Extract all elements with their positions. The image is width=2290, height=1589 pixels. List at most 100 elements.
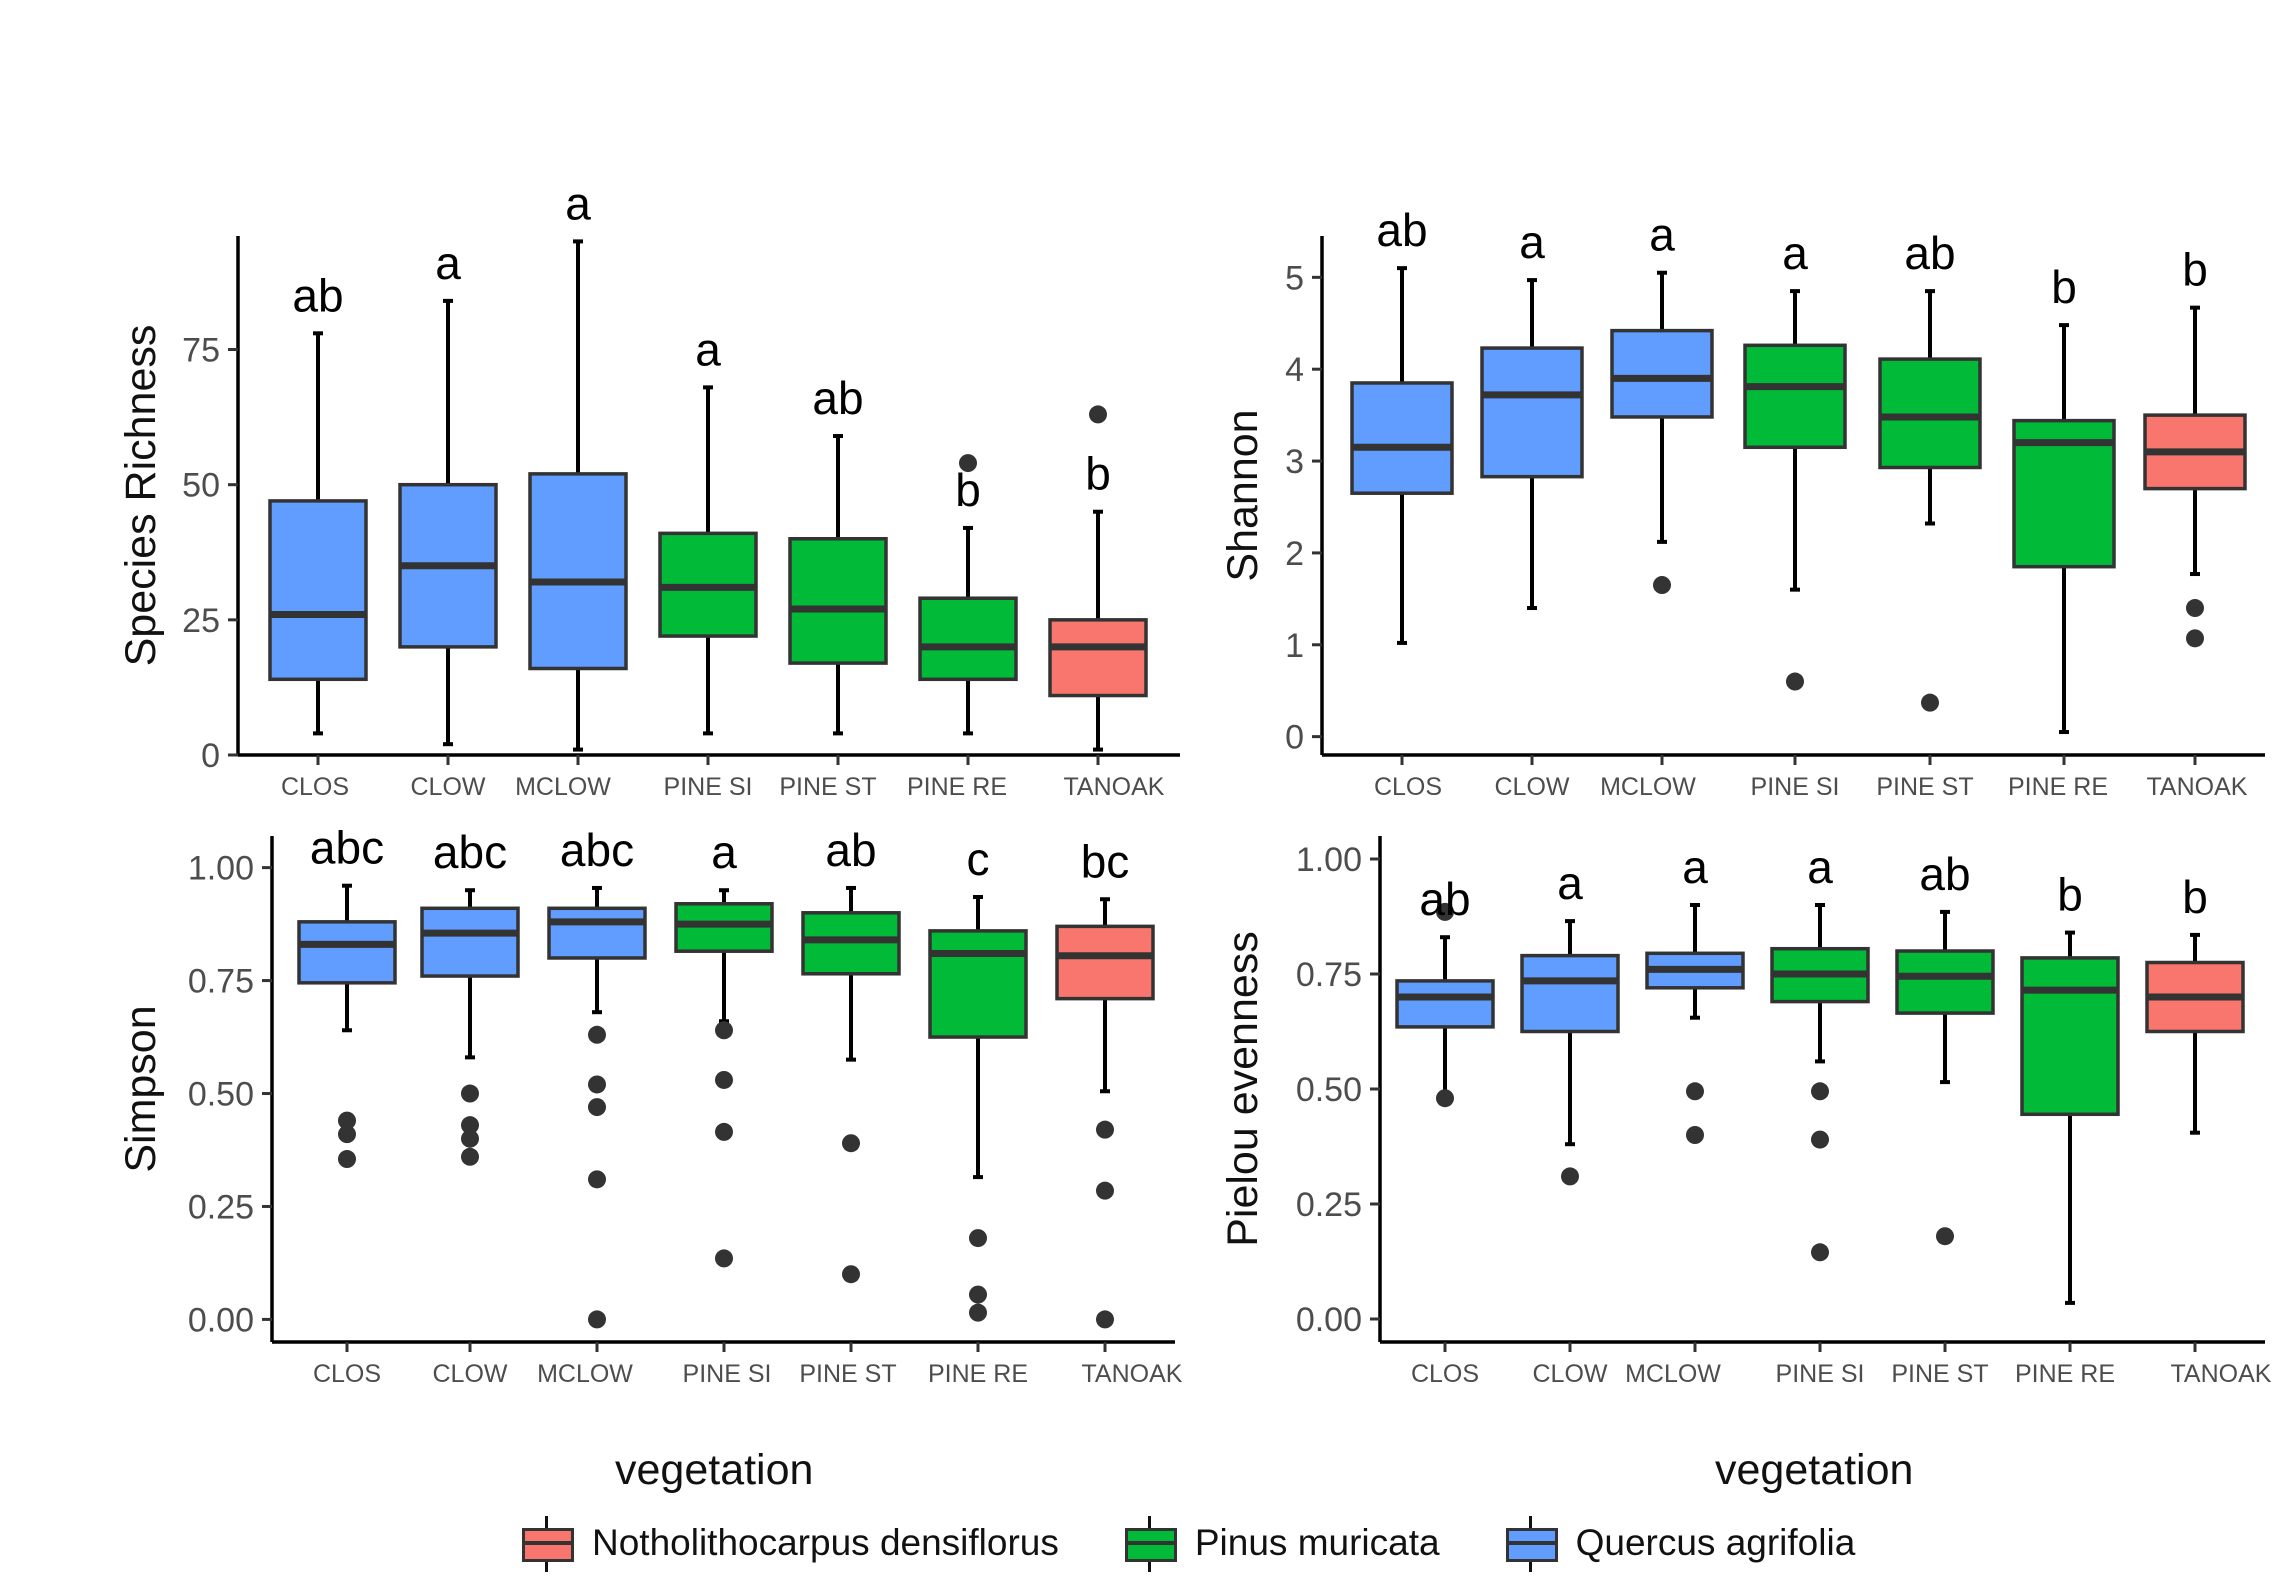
outlier-point: [842, 1265, 860, 1284]
legend-key-notholithocarpus: [520, 1516, 574, 1572]
outlier-point: [461, 1084, 479, 1103]
y-tick-label: 0.50: [188, 1076, 254, 1114]
legend-label: Notholithocarpus densiflorus: [592, 1522, 1059, 1563]
y-tick-label: 50: [182, 467, 220, 505]
significance-letter: a: [711, 826, 737, 878]
outlier-point: [1561, 1167, 1579, 1186]
legend-label: Quercus agrifolia: [1575, 1522, 1856, 1563]
y-tick-label: 75: [182, 332, 220, 370]
y-tick-label: 4: [1285, 351, 1304, 389]
x-tick-label: PINE ST: [1876, 773, 1973, 801]
outlier-point: [588, 1310, 606, 1329]
significance-letter: a: [565, 177, 591, 229]
box: [1878, 357, 1982, 470]
outlier-point: [588, 1025, 606, 1044]
x-tick-label: PINE SI: [664, 773, 753, 801]
x-tick-label: CLOS: [1374, 773, 1442, 801]
box: [420, 906, 520, 978]
outlier-point: [1921, 693, 1939, 712]
panel-bottom-left: 0.000.250.500.751.00SimpsonCLOSabcCLOWab…: [117, 822, 1183, 1388]
legend-item-quercus: Quercus agrifolia: [1504, 1516, 1856, 1572]
x-tick-label: CLOW: [411, 773, 486, 801]
box: [928, 929, 1028, 1039]
outlier-point: [461, 1129, 479, 1148]
significance-letter: bc: [1081, 835, 1130, 887]
x-tick-label: PINE ST: [779, 773, 876, 801]
box: [1048, 618, 1148, 698]
x-tick-label: PINE ST: [1891, 1360, 1988, 1388]
x-tick-label: TANOAK: [1064, 773, 1165, 801]
significance-letter: b: [2182, 244, 2208, 296]
box: [1743, 343, 1847, 450]
outlier-point: [1089, 405, 1107, 424]
legend-key-quercus: [1504, 1516, 1558, 1572]
x-tick-label: PINE RE: [2008, 773, 2108, 801]
outlier-point: [338, 1111, 356, 1130]
outlier-point: [715, 1021, 733, 1040]
significance-letter: ab: [292, 269, 343, 321]
significance-letter: ab: [1376, 204, 1427, 256]
outlier-point: [1811, 1243, 1829, 1262]
outlier-point: [1686, 1082, 1704, 1101]
x-tick-label: CLOS: [281, 773, 349, 801]
y-axis-title: Pielou evenness: [1219, 931, 1267, 1247]
outlier-point: [1811, 1082, 1829, 1101]
x-tick-label: PINE ST: [799, 1360, 896, 1388]
outlier-point: [969, 1285, 987, 1304]
y-tick-label: 3: [1285, 443, 1304, 481]
x-tick-label: TANOAK: [1082, 1360, 1183, 1388]
x-tick-label: MCLOW: [515, 773, 611, 801]
outlier-point: [1096, 1181, 1114, 1200]
box: [297, 920, 397, 985]
outlier-point: [1786, 672, 1804, 691]
legend: Notholithocarpus densiflorus Pinus muric…: [520, 1516, 1919, 1572]
outlier-point: [1653, 576, 1671, 595]
outlier-point: [715, 1249, 733, 1268]
x-tick-label: PINE SI: [1776, 1360, 1865, 1388]
significance-letter: b: [2182, 871, 2208, 923]
panel-bottom-right: 0.00 0.25 0.50 0.75 1.00 Pielou evenness CLOS a…: [1219, 836, 2272, 1388]
y-axis-title: Simpson: [117, 1005, 165, 1172]
box: [1055, 924, 1155, 1001]
y-tick-label: 0: [201, 737, 220, 775]
outlier-point: [842, 1134, 860, 1153]
x-axis-title-left: vegetation: [615, 1446, 814, 1494]
significance-letter: b: [955, 464, 981, 516]
y-tick-label: 0.25: [188, 1188, 254, 1226]
box: [1610, 328, 1714, 419]
significance-letter: a: [1682, 841, 1708, 893]
x-tick-label: PINE RE: [928, 1360, 1028, 1388]
significance-letter: b: [2057, 869, 2083, 921]
legend-label: Pinus muricata: [1194, 1522, 1440, 1563]
outlier-point: [2186, 599, 2204, 618]
y-tick-label: 1.00: [1296, 841, 1362, 879]
outlier-point: [461, 1116, 479, 1135]
x-tick-label: PINE RE: [907, 773, 1007, 801]
outlier-point: [969, 1303, 987, 1322]
y-axis-title: Shannon: [1219, 409, 1267, 581]
significance-letter: ab: [1919, 848, 1970, 900]
significance-letter: abc: [310, 822, 384, 874]
outlier-point: [2186, 629, 2204, 648]
x-tick-label: MCLOW: [537, 1360, 633, 1388]
significance-letter: ab: [825, 824, 876, 876]
significance-letter: ab: [812, 372, 863, 424]
legend-item-notholithocarpus: Notholithocarpus densiflorus: [520, 1516, 1059, 1572]
significance-letter: abc: [560, 824, 634, 876]
y-tick-label: 2: [1285, 535, 1304, 573]
y-tick-label: 0.00: [1296, 1301, 1362, 1339]
panel-top-right: 0 1 2 3 4 5 Shannon CLOS ab CLOW a MCLOW a PINE SI a PI…: [1219, 204, 2265, 801]
legend-key-pinus: [1123, 1516, 1177, 1572]
significance-letter: c: [967, 833, 990, 885]
outlier-point: [715, 1070, 733, 1089]
significance-letter: a: [1807, 841, 1833, 893]
outlier-point: [1936, 1227, 1954, 1246]
x-tick-label: CLOS: [313, 1360, 381, 1388]
outlier-point: [1811, 1130, 1829, 1149]
x-tick-label: CLOS: [1411, 1360, 1479, 1388]
y-tick-label: 0.00: [188, 1301, 254, 1339]
box: [547, 906, 647, 960]
box: [1395, 979, 1495, 1029]
significance-letter: b: [2051, 261, 2077, 313]
